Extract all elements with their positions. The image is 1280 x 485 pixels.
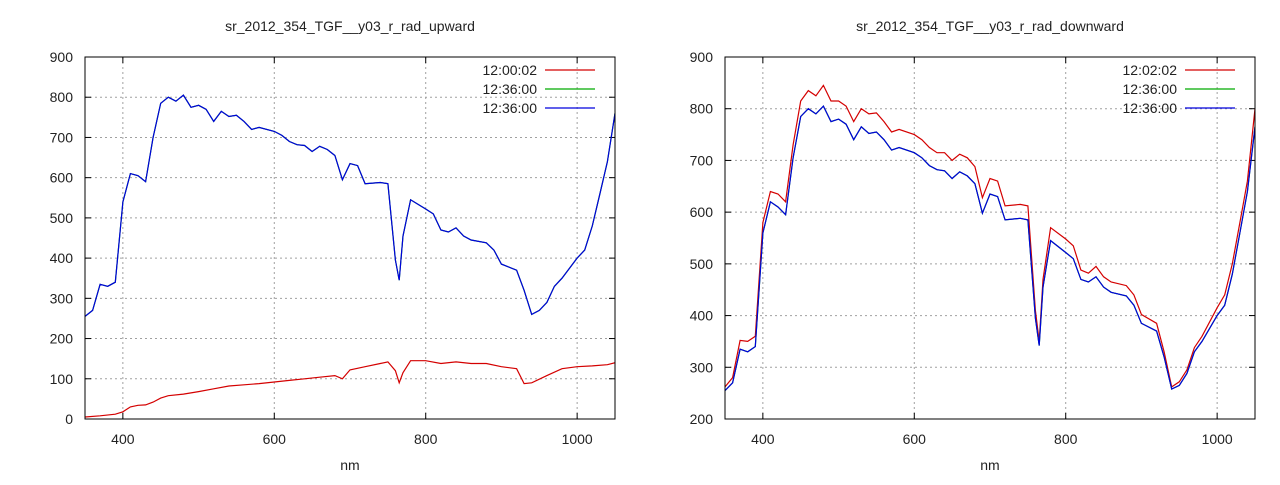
y-tick-label: 600 bbox=[50, 170, 74, 186]
x-axis-label: nm bbox=[980, 457, 999, 473]
x-tick-label: 600 bbox=[903, 431, 927, 447]
y-tick-label: 700 bbox=[50, 129, 74, 145]
plot-frame bbox=[724, 56, 1256, 420]
y-tick-label: 500 bbox=[50, 210, 74, 226]
x-tick-label: 800 bbox=[1054, 431, 1078, 447]
y-tick-label: 900 bbox=[50, 49, 74, 65]
legend-label: 12:00:02 bbox=[483, 62, 538, 78]
legend: 12:02:02 12:36:00 12:36:00 bbox=[1123, 62, 1235, 116]
x-axis-label: nm bbox=[340, 457, 359, 473]
legend-label: 12:36:00 bbox=[483, 100, 538, 116]
series-line-2 bbox=[725, 105, 1255, 392]
series-line-2 bbox=[85, 94, 615, 317]
legend-label: 12:36:00 bbox=[1123, 81, 1178, 97]
y-tick-label: 800 bbox=[690, 101, 714, 117]
y-tick-label: 200 bbox=[50, 331, 74, 347]
y-tick-label: 400 bbox=[690, 308, 714, 324]
chart-panel-1: sr_2012_354_TGF__y03_r_rad_upward 400 600 8… bbox=[50, 18, 616, 473]
series-line-1 bbox=[725, 84, 1255, 388]
legend: 12:00:02 12:36:00 12:36:00 bbox=[483, 62, 595, 116]
y-tick-label: 500 bbox=[690, 256, 714, 272]
y-tick-label: 600 bbox=[690, 204, 714, 220]
y-tick-label: 700 bbox=[690, 152, 714, 168]
y-tick-label: 200 bbox=[690, 411, 714, 427]
y-tick-label: 300 bbox=[690, 359, 714, 375]
y-tick-label: 800 bbox=[50, 89, 74, 105]
y-tick-label: 100 bbox=[50, 371, 74, 387]
series-line-3 bbox=[725, 105, 1255, 392]
y-tick-label: 300 bbox=[50, 290, 74, 306]
legend-label: 12:36:00 bbox=[483, 81, 538, 97]
chart-panel-2: sr_2012_354_TGF__y03_r_rad_downward 400 60… bbox=[690, 18, 1256, 473]
x-tick-label: 600 bbox=[263, 431, 287, 447]
plot-frame bbox=[84, 56, 616, 420]
x-tick-label: 1000 bbox=[562, 431, 593, 447]
x-tick-label: 400 bbox=[111, 431, 135, 447]
x-tick-label: 800 bbox=[414, 431, 438, 447]
y-tick-label: 900 bbox=[690, 49, 714, 65]
y-tick-label: 400 bbox=[50, 250, 74, 266]
legend-label: 12:36:00 bbox=[1123, 100, 1178, 116]
chart-title: sr_2012_354_TGF__y03_r_rad_downward bbox=[856, 18, 1124, 34]
legend-label: 12:02:02 bbox=[1123, 62, 1178, 78]
x-tick-label: 400 bbox=[751, 431, 775, 447]
series-line-3 bbox=[85, 94, 615, 317]
chart-title: sr_2012_354_TGF__y03_r_rad_upward bbox=[225, 18, 475, 34]
series-line-1 bbox=[85, 360, 615, 418]
y-tick-label: 0 bbox=[65, 411, 73, 427]
x-tick-label: 1000 bbox=[1202, 431, 1233, 447]
